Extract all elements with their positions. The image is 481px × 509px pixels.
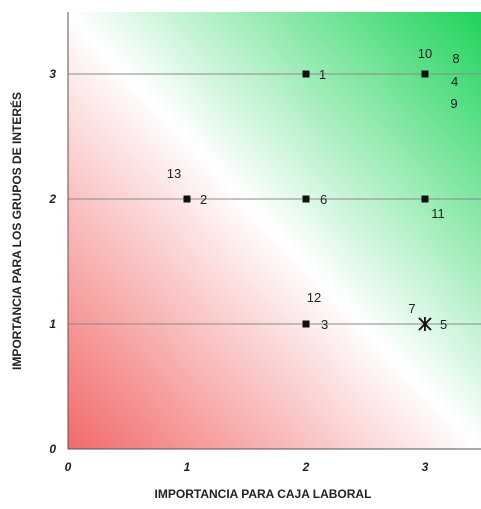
point-label-7: 7: [408, 301, 415, 316]
x-tick-label: 2: [302, 460, 310, 474]
y-tick-label: 3: [49, 67, 56, 81]
point-marker-7: [418, 317, 432, 331]
y-tick-label: 0: [49, 442, 56, 456]
x-tick-label: 1: [184, 460, 191, 474]
point-label-3: 3: [321, 317, 328, 332]
point-marker-1: [302, 70, 310, 78]
x-tick-label: 3: [422, 460, 429, 474]
point-label-2: 2: [200, 192, 207, 207]
point-label-8: 8: [452, 51, 459, 66]
point-label-6: 6: [320, 192, 327, 207]
point-marker-13: [183, 195, 191, 203]
point-label-9: 9: [450, 96, 457, 111]
point-label-13: 13: [167, 166, 181, 181]
point-marker-12: [302, 320, 310, 328]
y-tick-label: 1: [49, 317, 56, 331]
y-tick-label: 2: [48, 192, 56, 206]
x-tick-label: 0: [65, 460, 72, 474]
gridlines: [68, 73, 481, 325]
point-label-10: 10: [418, 46, 432, 61]
point-label-1: 1: [319, 67, 326, 82]
x-axis-title: IMPORTANCIA PARA CAJA LABORAL: [155, 487, 372, 501]
plot-background: [68, 12, 481, 449]
y-axis-title: IMPORTANCIA PARA LOS GRUPOS DE INTERÉS: [9, 92, 24, 370]
point-label-11: 11: [431, 206, 445, 221]
point-label-5: 5: [440, 317, 447, 332]
point-marker-6: [302, 195, 310, 203]
point-marker-11: [421, 195, 429, 203]
point-marker-10: [421, 70, 429, 78]
point-label-12: 12: [307, 290, 321, 305]
point-label-4: 4: [451, 74, 458, 89]
